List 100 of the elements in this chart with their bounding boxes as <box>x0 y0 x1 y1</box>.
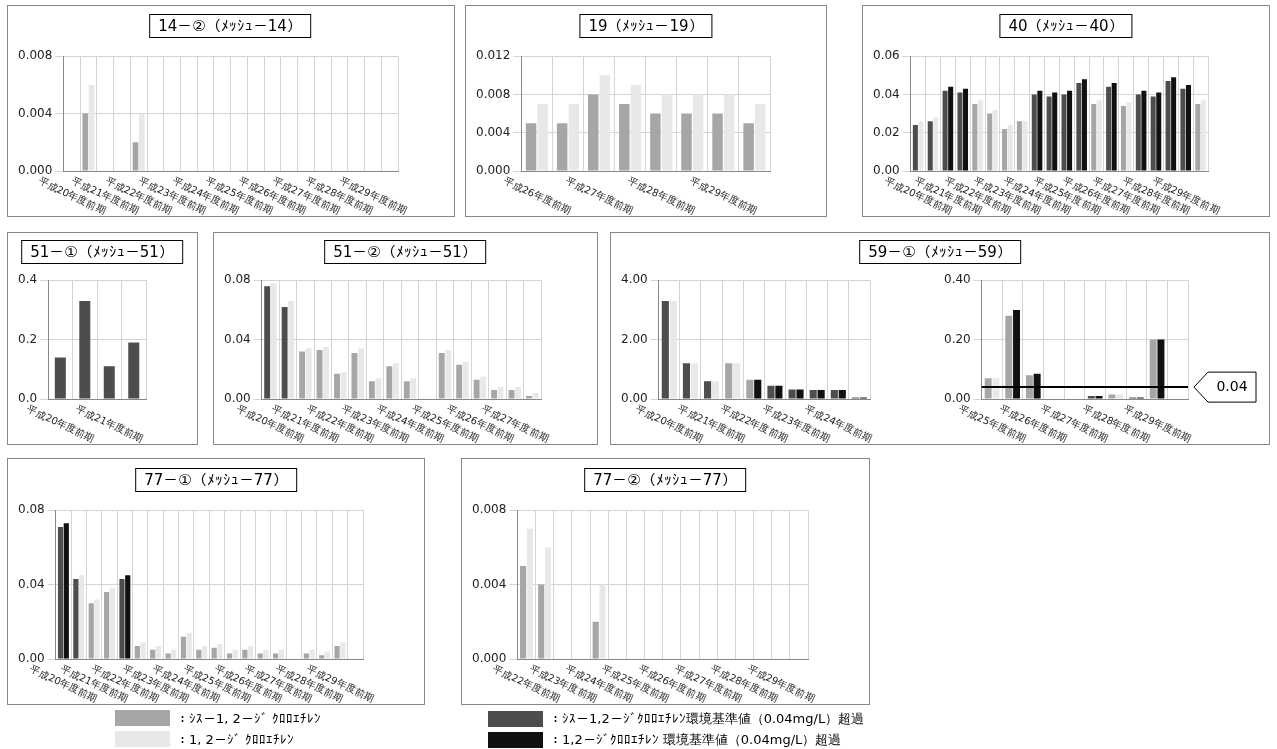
bar <box>403 381 410 399</box>
bar <box>232 649 238 659</box>
bar <box>526 396 532 399</box>
bar <box>556 123 568 171</box>
bar <box>201 645 208 659</box>
chart-title: 51－①（ﾒｯｼｭ－51） <box>21 240 183 264</box>
bar <box>132 142 139 171</box>
y-tick-label: 0.04 <box>873 86 900 101</box>
text: ：ｼｽ－1,2－ｼﾞｸﾛﾛｴﾁﾚﾝ環境基準値（0.04mg/L）超過 <box>549 710 865 728</box>
bar <box>263 649 269 659</box>
y-tick-label: 0.2 <box>17 331 38 346</box>
text: ：ｼｽ－1, 2－ｼﾞ ｸﾛﾛｴﾁﾚﾝ <box>176 710 321 726</box>
bar <box>270 283 277 399</box>
bar <box>217 644 223 659</box>
y-tick-label: 0.004 <box>471 576 507 591</box>
bar <box>992 109 998 171</box>
bar <box>196 649 202 659</box>
bar <box>538 584 545 659</box>
bar <box>358 348 364 399</box>
bar <box>334 645 340 659</box>
bar <box>599 584 606 659</box>
text: ：1, 2－ｼﾞ ｸﾛﾛｴﾁﾚﾝ <box>176 731 294 747</box>
bar <box>630 84 642 171</box>
bar <box>309 649 315 659</box>
y-tick-label: 2.00 <box>621 331 648 346</box>
bar <box>775 385 783 399</box>
bar <box>1002 128 1008 171</box>
bar <box>140 642 146 659</box>
y-tick-label: 4.00 <box>621 272 648 287</box>
chart-title: 77－②（ﾒｯｼｭ－77） <box>584 468 746 492</box>
bar <box>690 363 698 399</box>
bar <box>972 104 978 171</box>
bar <box>125 575 131 659</box>
bar <box>669 300 677 399</box>
bar <box>963 88 969 171</box>
chart-title: 19（ﾒｯｼｭ－19） <box>579 14 713 38</box>
y-tick-label: 0.004 <box>475 124 511 139</box>
bar <box>933 117 939 171</box>
bar <box>838 390 846 399</box>
bar <box>79 300 91 399</box>
bar <box>165 653 171 659</box>
bar <box>63 523 69 659</box>
bar <box>257 653 263 659</box>
bar <box>82 113 89 171</box>
bar <box>1195 104 1201 171</box>
bar <box>119 579 125 659</box>
bar <box>392 363 399 399</box>
y-tick-label: 0.4 <box>17 272 38 287</box>
bar <box>319 655 325 659</box>
bar <box>526 528 533 659</box>
bar <box>532 393 539 399</box>
bar <box>303 653 309 659</box>
bar <box>1061 94 1067 171</box>
bar <box>438 352 445 399</box>
bar <box>1067 90 1073 171</box>
bar <box>723 94 735 171</box>
bar <box>817 390 825 399</box>
bar <box>830 390 838 399</box>
bar <box>1157 339 1165 399</box>
bar <box>1025 375 1033 399</box>
bar <box>288 300 295 399</box>
y-tick-label: 0.40 <box>944 272 971 287</box>
bar <box>323 347 330 399</box>
bar <box>1007 125 1013 171</box>
bar <box>767 385 775 399</box>
ref-line-label: 0.04 <box>1216 377 1248 394</box>
bar <box>299 351 306 399</box>
bar <box>796 389 804 399</box>
bar <box>386 366 393 399</box>
bar <box>1141 90 1147 171</box>
y-tick-label: 0.04 <box>224 331 251 346</box>
bar <box>1091 104 1097 171</box>
bar <box>480 376 487 399</box>
y-tick-label: 0.04 <box>18 576 45 591</box>
bar <box>912 125 918 171</box>
bar <box>281 306 288 399</box>
bar <box>1126 102 1132 171</box>
bar <box>592 621 599 659</box>
bar <box>927 121 933 171</box>
bar <box>462 361 469 399</box>
bar <box>587 94 599 171</box>
bar <box>809 390 817 399</box>
bar <box>1096 100 1102 171</box>
bar <box>1200 100 1206 171</box>
bar <box>987 113 993 171</box>
y-tick-label: 0.008 <box>471 502 507 517</box>
bar <box>519 566 527 659</box>
bar <box>226 653 233 659</box>
bar <box>661 300 669 399</box>
y-tick-label: 0.20 <box>944 331 971 346</box>
bar <box>57 526 64 659</box>
bar <box>1076 82 1082 171</box>
bar <box>1165 81 1171 171</box>
bar <box>340 642 346 659</box>
bar <box>211 647 217 659</box>
bar <box>54 357 66 399</box>
bar <box>1081 79 1087 171</box>
bar <box>473 379 480 399</box>
chart-title: 51－②（ﾒｯｼｭ－51） <box>324 240 486 264</box>
bar <box>273 653 279 659</box>
